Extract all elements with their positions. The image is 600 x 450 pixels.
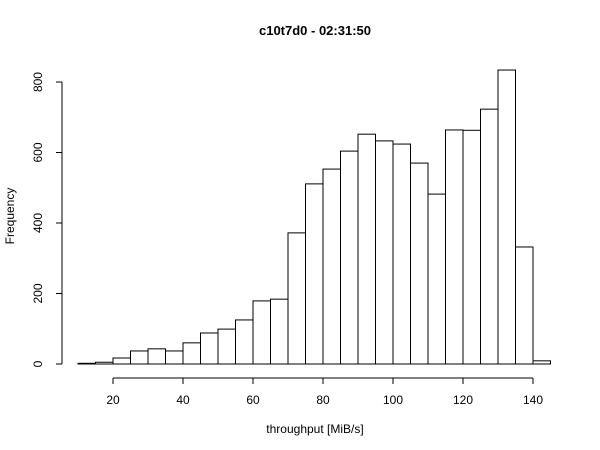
- x-tick-label: 140: [523, 393, 543, 407]
- y-tick-label: 0: [31, 360, 45, 367]
- bar: [427, 193, 446, 365]
- y-tick-label: 800: [31, 72, 45, 92]
- bar: [392, 143, 411, 365]
- bar: [147, 348, 166, 365]
- bar: [252, 300, 271, 365]
- bar: [375, 140, 394, 365]
- y-tick-label: 400: [31, 213, 45, 233]
- y-tick-label: 200: [31, 283, 45, 303]
- chart-title: c10t7d0 - 02:31:50: [259, 23, 371, 38]
- x-tick-label: 80: [316, 393, 330, 407]
- bar: [497, 69, 516, 365]
- y-tick-label: 600: [31, 142, 45, 162]
- x-tick-label: 100: [383, 393, 403, 407]
- bar: [532, 360, 551, 365]
- bar: [200, 332, 219, 365]
- bar: [305, 183, 324, 365]
- bar: [182, 342, 201, 365]
- bar: [77, 362, 96, 365]
- y-axis-label: Frequency: [3, 188, 17, 245]
- bar: [322, 168, 341, 365]
- bar: [410, 162, 429, 365]
- bar: [270, 298, 289, 365]
- x-tick-label: 40: [176, 393, 190, 407]
- x-tick-label: 20: [106, 393, 120, 407]
- bar: [445, 129, 464, 365]
- bar: [515, 246, 534, 365]
- bar: [217, 328, 236, 365]
- bar: [480, 108, 499, 365]
- bar: [130, 350, 149, 365]
- bar: [287, 232, 306, 365]
- x-axis-label: throughput [MiB/s]: [266, 422, 363, 436]
- bar: [462, 129, 481, 365]
- bar: [340, 150, 359, 365]
- bar: [165, 350, 184, 365]
- bar: [95, 361, 114, 365]
- x-tick-label: 60: [246, 393, 260, 407]
- x-tick-label: 120: [453, 393, 473, 407]
- bar: [235, 319, 254, 365]
- bar: [112, 357, 131, 365]
- bar: [357, 133, 376, 365]
